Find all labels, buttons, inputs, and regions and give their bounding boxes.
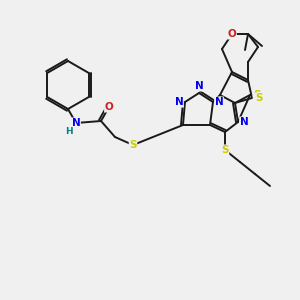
Text: S: S — [253, 90, 261, 100]
Text: S: S — [129, 140, 137, 150]
Text: N: N — [72, 118, 80, 128]
Text: N: N — [175, 97, 183, 107]
Text: N: N — [214, 97, 224, 107]
Text: O: O — [228, 29, 236, 39]
Text: S: S — [255, 93, 263, 103]
Text: S: S — [221, 145, 229, 155]
Text: N: N — [240, 117, 248, 127]
Text: H: H — [65, 127, 73, 136]
Text: N: N — [195, 81, 203, 91]
Text: O: O — [105, 102, 113, 112]
